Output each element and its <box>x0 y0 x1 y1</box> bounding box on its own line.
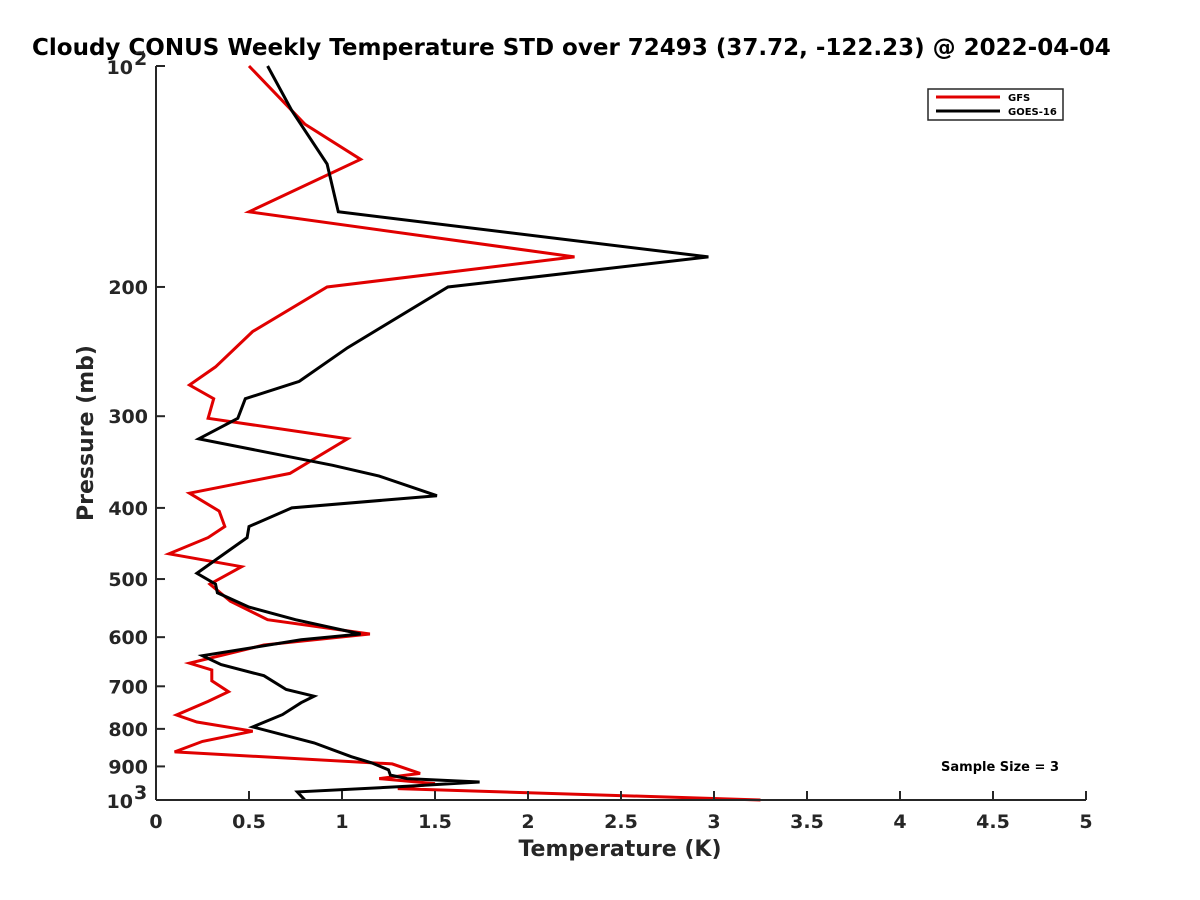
y-tick-label-base: 10 <box>107 57 133 79</box>
x-tick-label: 2 <box>521 811 534 833</box>
legend-box <box>927 88 1064 121</box>
y-tick-label: 400 <box>108 498 148 520</box>
y-tick-label: 800 <box>108 719 148 741</box>
y-tick-label: 300 <box>108 406 148 428</box>
legend-label-goes-16: GOES-16 <box>1008 107 1057 118</box>
y-tick-label-exponent: 3 <box>134 782 147 804</box>
x-tick-label: 3.5 <box>790 811 824 833</box>
legend: GFS GOES-16 <box>927 88 1064 121</box>
y-tick-label-power: 10 3 <box>107 782 148 813</box>
x-tick-label: 4 <box>893 811 906 833</box>
y-tick-label: 200 <box>108 277 148 299</box>
series-layer <box>163 64 761 802</box>
y-tick-label-base: 10 <box>107 791 133 813</box>
legend-label-gfs: GFS <box>1008 93 1030 104</box>
x-tick-label: 5 <box>1079 811 1092 833</box>
x-tick-label: 1.5 <box>418 811 452 833</box>
y-axis-title: Pressure (mb) <box>74 345 99 521</box>
y-tick-label-power: 10 2 <box>107 48 148 79</box>
x-tick-label: 2.5 <box>604 811 638 833</box>
series-line-goes-16 <box>194 65 709 802</box>
y-tick-label: 700 <box>108 676 148 698</box>
y-tick-label-exponent: 2 <box>134 48 147 70</box>
x-axis-title: Temperature (K) <box>518 837 721 862</box>
y-tick-label: 600 <box>108 627 148 649</box>
x-tick-label: 0.5 <box>232 811 266 833</box>
sample-size-annotation: Sample Size = 3 <box>941 760 1059 775</box>
y-tick-label: 900 <box>108 756 148 778</box>
x-tick-label: 0 <box>149 811 162 833</box>
x-tick-label: 1 <box>335 811 348 833</box>
series-line-gfs <box>163 64 761 802</box>
chart-title: Cloudy CONUS Weekly Temperature STD over… <box>32 35 1111 61</box>
axes-layer: 0 0.5 1 1.5 2 2.5 3 3.5 4 4.5 510 22003004005006007… <box>107 48 1093 833</box>
y-tick-label: 500 <box>108 569 148 591</box>
x-tick-label: 3 <box>707 811 720 833</box>
x-tick-label: 4.5 <box>976 811 1010 833</box>
